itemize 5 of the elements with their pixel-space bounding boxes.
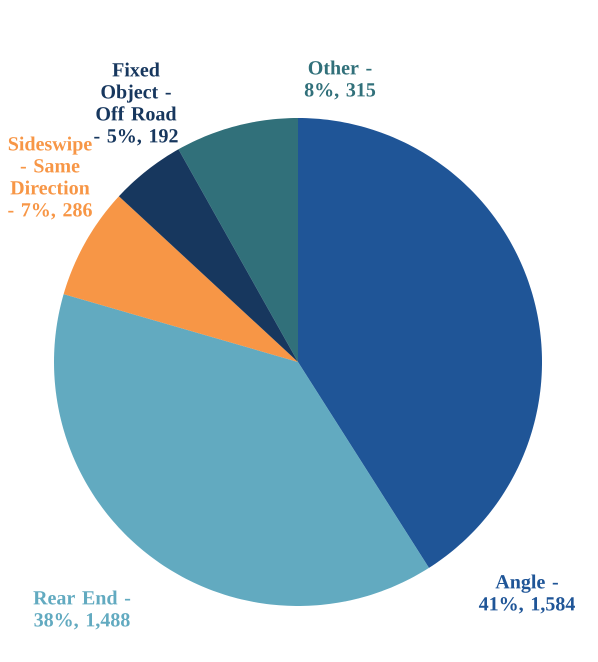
slice-label: Sideswipe - Same Direction - 7%, 286 <box>8 136 92 220</box>
slice-label: Rear End - 38%, 1,488 <box>33 590 130 630</box>
slice-label: Fixed Object - Off Road - 5%, 192 <box>94 62 178 146</box>
slice-label: Angle - 41%, 1,584 <box>478 574 575 614</box>
slice-label: Other - 8%, 315 <box>304 60 376 100</box>
